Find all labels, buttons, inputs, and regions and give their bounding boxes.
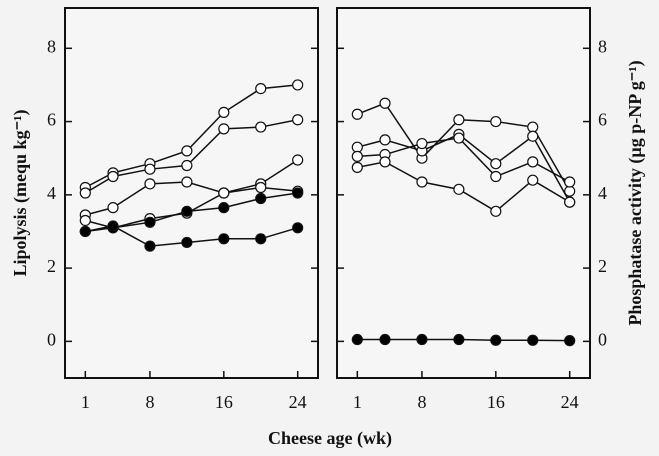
data-point xyxy=(453,114,465,126)
data-point xyxy=(564,185,576,197)
data-point xyxy=(416,137,428,150)
data-point xyxy=(107,170,119,183)
data-point xyxy=(416,176,428,188)
data-point xyxy=(351,141,363,153)
data-point xyxy=(218,233,230,245)
data-point xyxy=(351,108,363,120)
data-point xyxy=(351,333,363,346)
plot-frame xyxy=(64,7,319,379)
data-point xyxy=(218,202,230,214)
data-point xyxy=(255,181,267,194)
data-point xyxy=(181,205,193,217)
y-tick-label: 6 xyxy=(47,110,56,130)
data-point xyxy=(218,123,230,135)
x-tick-label: 16 xyxy=(215,392,233,412)
y-axis-label: Lipolysis (mequ kg⁻¹) xyxy=(10,110,31,277)
data-point xyxy=(218,187,230,199)
data-point xyxy=(144,178,156,190)
data-point xyxy=(292,79,304,91)
data-point xyxy=(527,130,539,142)
data-point xyxy=(379,333,391,346)
data-point xyxy=(255,82,267,95)
data-point xyxy=(292,187,304,199)
data-point xyxy=(416,333,428,346)
data-point xyxy=(181,236,193,249)
x-axis-label: Cheese age (wk) xyxy=(268,428,392,449)
data-point xyxy=(453,132,465,144)
data-point xyxy=(453,333,465,346)
data-point xyxy=(527,334,539,346)
data-point xyxy=(490,205,502,217)
data-point xyxy=(292,154,304,166)
x-tick-label: 1 xyxy=(81,392,90,412)
y-tick-label: 8 xyxy=(47,36,56,56)
data-point xyxy=(527,156,539,168)
y-axis-label: Phosphatase activity (µg p-NP g⁻¹) xyxy=(625,60,646,325)
x-tick-label: 24 xyxy=(289,392,307,412)
data-point xyxy=(490,170,502,183)
x-tick-label: 1 xyxy=(353,392,362,412)
x-tick-label: 8 xyxy=(145,392,154,412)
data-point xyxy=(564,196,576,208)
data-point xyxy=(255,192,267,205)
data-point xyxy=(490,115,502,128)
data-point xyxy=(292,114,304,126)
data-point xyxy=(351,161,363,173)
data-point xyxy=(490,158,502,170)
y-tick-label: 2 xyxy=(47,256,56,276)
data-point xyxy=(527,121,539,133)
data-point xyxy=(79,225,91,238)
data-point xyxy=(218,106,230,119)
y-tick-label: 8 xyxy=(598,36,607,56)
data-point xyxy=(107,220,119,232)
y-tick-label: 6 xyxy=(598,110,607,130)
plot-frame xyxy=(336,7,591,379)
x-tick-label: 16 xyxy=(487,392,505,412)
y-tick-label: 4 xyxy=(47,183,56,203)
data-point xyxy=(255,121,267,133)
data-point xyxy=(379,134,391,146)
data-point xyxy=(79,214,91,227)
data-point xyxy=(564,176,576,188)
y-tick-label: 0 xyxy=(598,329,607,349)
y-tick-label: 2 xyxy=(598,256,607,276)
data-point xyxy=(181,159,193,172)
data-point xyxy=(255,233,267,245)
y-tick-label: 4 xyxy=(598,183,607,203)
x-tick-label: 8 xyxy=(417,392,426,412)
data-point xyxy=(144,216,156,228)
data-point xyxy=(181,145,193,157)
data-point xyxy=(107,202,119,214)
data-point xyxy=(292,222,304,234)
data-point xyxy=(79,187,91,199)
data-point xyxy=(181,176,193,188)
data-point xyxy=(379,156,391,168)
data-point xyxy=(490,334,502,346)
data-point xyxy=(453,183,465,195)
data-point xyxy=(144,240,156,252)
y-tick-label: 0 xyxy=(47,329,56,349)
data-point xyxy=(527,174,539,186)
x-tick-label: 24 xyxy=(561,392,579,412)
data-point xyxy=(379,97,391,109)
data-point xyxy=(144,163,156,175)
data-point xyxy=(351,150,363,162)
data-point xyxy=(564,335,576,347)
